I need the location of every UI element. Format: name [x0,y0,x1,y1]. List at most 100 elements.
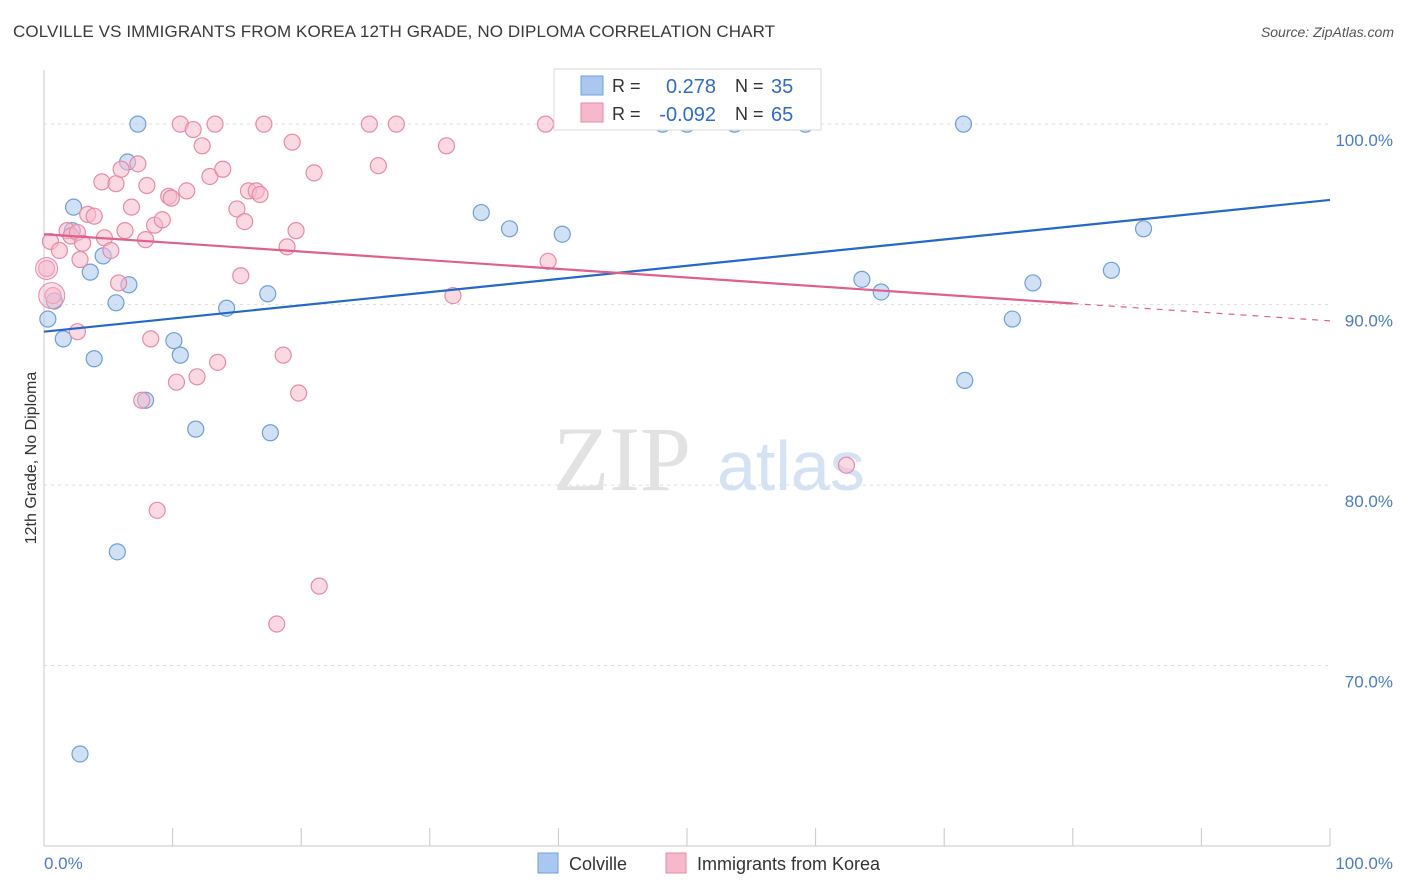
korea-point [236,212,254,231]
korea-point [102,241,120,260]
colville-point [1134,220,1153,238]
korea-point [278,238,296,256]
korea-point [193,137,211,155]
y-tick-label: 90.0% [1345,312,1393,331]
korea-point [122,198,141,216]
korea-point [310,577,328,595]
colville-point [71,745,89,763]
korea-point [837,456,856,474]
source-note: Source: ZipAtlas.com [1260,24,1394,40]
korea-point [162,189,180,207]
colville-point [956,371,974,389]
bottom-legend: Colville Immigrants from Korea [537,852,881,874]
legend-label-colville: Colville [569,854,627,874]
x-tick-label-max: 100.0% [1335,854,1393,873]
korea-point [167,373,186,391]
korea-point [228,200,246,218]
colville-point [259,285,277,303]
korea-point [268,615,286,633]
korea-point [188,368,206,386]
korea-point [129,155,147,173]
korea-point [38,282,66,310]
korea-point [287,222,305,240]
korea-point [444,286,462,305]
korea-point [539,252,557,270]
watermark-zip: ZIP [553,408,691,510]
korea-point [536,115,555,133]
korea-point [138,176,156,195]
colville-point [553,225,571,243]
colville-point [472,203,490,222]
colville-point [1003,310,1021,328]
colville-point [171,346,189,364]
korea-point [148,501,166,519]
y-tick-label: 100.0% [1335,131,1393,150]
legend-swatch-korea [665,852,687,874]
korea-point [153,211,171,229]
stats-r-value-colville: 0.278 [666,76,716,98]
stats-n-value-korea: 65 [771,104,793,126]
colville-point [54,330,72,348]
korea-point [369,157,387,175]
stats-r-label-korea: R = [612,104,641,124]
korea-point [206,115,224,133]
legend-swatch-colville [537,852,559,874]
watermark: ZIP atlas [553,408,865,510]
y-axis-title: 12th Grade, No Diploma [23,372,40,545]
colville-point [107,294,125,312]
trend-lines [43,198,1331,333]
y-tick-label: 70.0% [1345,673,1393,692]
korea-point [37,259,56,278]
stats-swatch-korea [580,102,604,123]
korea-point [142,330,160,348]
colville-point [853,270,871,288]
stats-legend: R = 0.278 N = 35 R = -0.092 N = 65 [553,68,822,131]
stats-r-value-korea: -0.092 [659,104,716,126]
korea-point [209,353,227,371]
korea-point [214,160,232,178]
korea-point [71,250,89,269]
korea-point [73,234,92,252]
colville-point [261,424,279,442]
colville-point [500,220,519,238]
korea-point [44,286,62,305]
korea-point [112,160,130,178]
korea-point [116,222,134,240]
korea-point [133,391,151,409]
korea-point [107,175,125,193]
korea-point [437,137,456,155]
korea-point [274,346,292,364]
korea-point [50,241,69,260]
korea-point [93,173,111,191]
colville-point [165,332,183,350]
stats-swatch-colville [580,75,604,96]
stats-r-label-colville: R = [612,76,641,96]
stats-n-label-korea: N = [735,104,764,124]
colville-point [129,115,147,133]
korea-point [305,164,323,182]
colville-trend-line [43,198,1331,333]
korea-point [255,115,273,133]
korea-point [68,323,87,341]
korea-point [251,185,269,204]
korea-point [360,115,378,133]
korea-point [283,133,301,151]
korea-point [387,115,405,133]
colville-point [954,115,973,133]
korea-point [85,207,103,225]
chart-title: COLVILLE VS IMMIGRANTS FROM KOREA 12TH G… [13,22,776,41]
colville-point [187,420,205,438]
stats-n-value-colville: 35 [771,76,793,98]
colville-point [85,350,103,368]
colville-point [1102,261,1120,279]
korea-point [290,384,308,402]
stats-n-label-colville: N = [735,76,764,96]
y-axis-tick-labels: 100.0% 90.0% 80.0% 70.0% [1335,131,1393,691]
korea-point [178,182,196,200]
y-tick-label: 80.0% [1345,492,1393,511]
colville-point [1024,274,1042,292]
korea-point [35,257,59,281]
grid [44,123,1330,667]
colville-point [64,198,83,216]
